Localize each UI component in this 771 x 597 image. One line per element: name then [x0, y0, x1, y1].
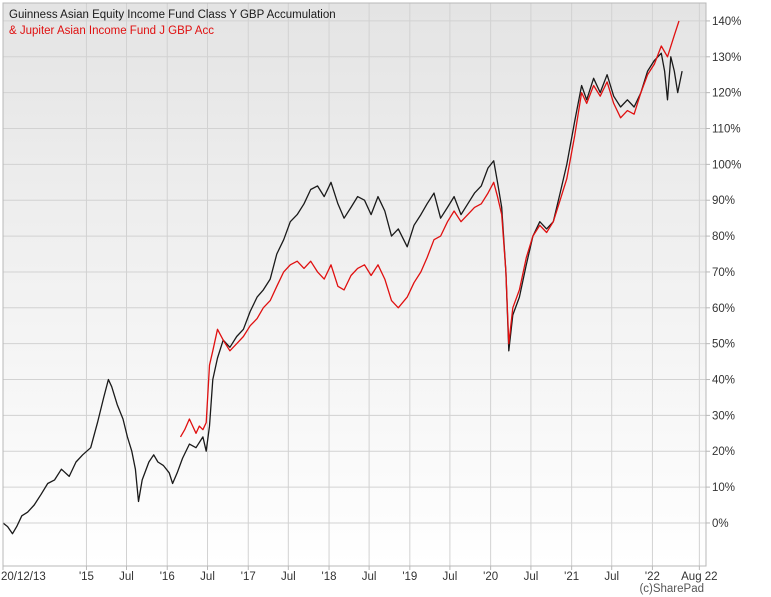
- legend-entry-jupiter: & Jupiter Asian Income Fund J GBP Acc: [9, 25, 214, 37]
- x-tick-label: 20/12/13: [1, 571, 46, 583]
- y-tick-label: 0%: [712, 518, 729, 530]
- x-tick-label: Jul: [119, 571, 134, 583]
- y-tick-label: 90%: [712, 195, 735, 207]
- series-line-jupiter: [179, 20, 680, 438]
- y-tick-label: 70%: [712, 267, 735, 279]
- x-tick-label: '16: [160, 571, 175, 583]
- x-tick-label: '17: [241, 571, 256, 583]
- plot-background: [3, 3, 706, 566]
- x-tick-label: Aug 22: [681, 571, 717, 583]
- y-tick-label: 80%: [712, 231, 735, 243]
- y-tick-label: 40%: [712, 375, 735, 387]
- x-tick-label: '20: [483, 571, 498, 583]
- x-tick-label: '22: [645, 571, 660, 583]
- y-tick-label: 110%: [712, 124, 741, 136]
- x-tick-label: Jul: [281, 571, 296, 583]
- x-tick-label: '19: [402, 571, 417, 583]
- plot-frame: [2, 2, 707, 567]
- series-group: [2, 20, 683, 535]
- x-tick-label: '21: [564, 571, 579, 583]
- x-tick-label: Jul: [200, 571, 215, 583]
- grid-lines: [3, 3, 706, 566]
- y-tick-label: 130%: [712, 52, 741, 64]
- legend: Guinness Asian Equity Income Fund Class …: [9, 9, 336, 37]
- x-tick-label: '18: [322, 571, 337, 583]
- x-tick-label: '15: [79, 571, 94, 583]
- x-tick-label: Jul: [362, 571, 377, 583]
- y-tick-label: 10%: [712, 482, 735, 494]
- y-tick-label: 20%: [712, 446, 735, 458]
- x-axis: 20/12/13 '15 Jul '16 Jul '17 Jul '18 Jul '19 Jul '2…: [1, 566, 718, 583]
- x-tick-label: Jul: [443, 571, 458, 583]
- y-axis: 0% 10% 20% 30% 40% 50% 60% 70% 80% 90% 100% 110% 120…: [706, 16, 741, 530]
- series-line-guinness: [2, 52, 683, 535]
- y-tick-label: 120%: [712, 88, 741, 100]
- y-tick-label: 60%: [712, 303, 735, 315]
- y-tick-label: 30%: [712, 410, 735, 422]
- y-tick-label: 50%: [712, 339, 735, 351]
- legend-entry-guinness: Guinness Asian Equity Income Fund Class …: [9, 9, 336, 21]
- x-tick-label: Jul: [604, 571, 619, 583]
- x-tick-label: Jul: [524, 571, 539, 583]
- y-tick-label: 100%: [712, 159, 741, 171]
- y-tick-label: 140%: [712, 16, 741, 28]
- credit-label: (c)SharePad: [639, 583, 704, 595]
